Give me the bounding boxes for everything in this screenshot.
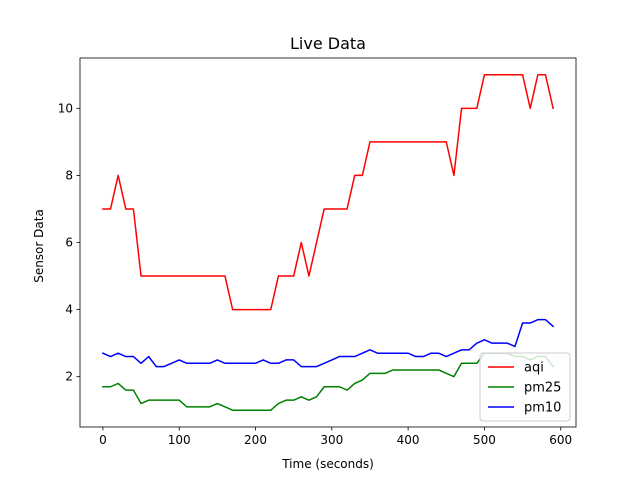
legend-label-pm10: pm10 xyxy=(524,401,561,416)
legend-label-aqi: aqi xyxy=(524,361,544,376)
x-tick-label: 300 xyxy=(320,433,343,447)
x-tick-label: 0 xyxy=(99,433,107,447)
legend: aqi pm25 pm10 xyxy=(479,352,571,422)
legend-label-pm25: pm25 xyxy=(524,381,561,396)
legend-box xyxy=(479,352,571,422)
x-tick-label: 100 xyxy=(168,433,191,447)
x-tick-label: 600 xyxy=(549,433,572,447)
chart-title: Live Data xyxy=(290,34,366,53)
x-tick-label: 200 xyxy=(244,433,267,447)
y-tick-label: 10 xyxy=(58,101,73,115)
series-line-aqi xyxy=(102,74,555,311)
y-tick-label: 8 xyxy=(65,168,73,182)
series-line-pm10 xyxy=(101,318,555,368)
x-tick-label: 400 xyxy=(397,433,420,447)
y-axis-label: Sensor Data xyxy=(32,209,46,283)
y-tick-label: 2 xyxy=(65,370,73,384)
x-axis-label: Time (seconds) xyxy=(281,457,374,471)
y-tick-label: 6 xyxy=(65,236,73,250)
series-line-pm25 xyxy=(102,352,555,411)
plot-area: 0 100 200 300 400 500 600 2 4 6 8 10 xyxy=(58,57,577,447)
y-tick-label: 4 xyxy=(65,303,73,317)
x-tick-label: 500 xyxy=(473,433,496,447)
